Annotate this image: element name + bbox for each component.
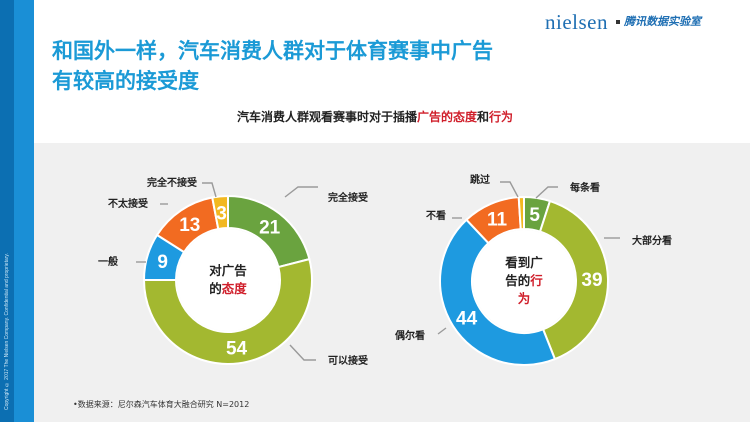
donut-center xyxy=(473,230,575,332)
donut-center-label-part: 看到广 xyxy=(505,255,543,270)
page-title-line2: 有较高的接受度 xyxy=(52,69,199,93)
slice-value-label: 5 xyxy=(529,205,540,226)
donut-center-label: 对广告 xyxy=(209,263,247,278)
subtitle-part1: 汽车消费人群观看赛事时对于插播 xyxy=(236,110,417,124)
slice-category-label: 不看 xyxy=(426,209,446,222)
slice-category-label: 每条看 xyxy=(570,181,600,194)
donut-center-label-part: 态度 xyxy=(222,281,248,296)
page-title: 和国外一样，汽车消费人群对于体育赛事中广告 有较高的接受度 xyxy=(52,36,612,96)
donut-center-label: 看到广 xyxy=(505,255,543,270)
donut-center-label: 告的行 xyxy=(505,273,543,288)
donut-center-label-part: 的 xyxy=(209,281,222,296)
slice-value-label: 21 xyxy=(259,217,281,238)
subtitle-part2: 和 xyxy=(477,110,490,124)
donut-center-label-part: 为 xyxy=(518,291,531,306)
donut-center-label: 为 xyxy=(518,291,531,306)
slice-value-label: 44 xyxy=(456,308,478,329)
slice-category-label: 跳过 xyxy=(470,173,490,186)
slice-value-label: 39 xyxy=(581,270,602,291)
brand-separator xyxy=(616,20,620,24)
slice-category-label: 大部分看 xyxy=(632,234,672,247)
donut-slice xyxy=(142,257,313,365)
slice-value-label: 13 xyxy=(179,215,200,236)
subtitle-highlight1: 广告的态度 xyxy=(416,110,477,124)
slice-category-label: 可以接受 xyxy=(328,354,368,367)
donut-center xyxy=(177,229,279,331)
slice-category-label: 完全不接受 xyxy=(147,176,197,189)
callout-line xyxy=(500,181,519,198)
donut-slice xyxy=(538,199,609,361)
chart-subtitle: 汽车消费人群观看赛事时对于插播广告的态度和行为 xyxy=(0,108,750,125)
donut-center-label: 的态度 xyxy=(209,281,247,296)
donut-center-label-part: 对广告 xyxy=(209,263,247,278)
left-accent-strip-dark xyxy=(0,0,14,422)
slice-value-label: 9 xyxy=(157,252,168,273)
callout-line xyxy=(202,182,217,198)
slice-value-label: 3 xyxy=(216,203,227,224)
donut-center-label-part: 行 xyxy=(529,273,543,288)
slice-value-label: 11 xyxy=(487,210,508,231)
brand-subtitle: 腾讯数据实验室 xyxy=(624,15,701,28)
donut-slice xyxy=(517,195,525,231)
donut-center-label-part: 告的 xyxy=(505,273,530,288)
callout-line xyxy=(289,344,316,361)
subtitle-highlight2: 行为 xyxy=(489,110,514,124)
page-title-line1: 和国外一样，汽车消费人群对于体育赛事中广告 xyxy=(52,39,493,63)
donut-slice xyxy=(211,194,229,231)
callout-line xyxy=(535,186,558,199)
slice-category-label: 偶尔看 xyxy=(394,329,425,342)
brand-logo: nielsen xyxy=(545,10,608,34)
slice-category-label: 一般 xyxy=(98,255,118,268)
data-source-note: •数据来源：尼尔森汽车体育大融合研究 N=2012 xyxy=(73,400,250,409)
callout-line xyxy=(284,186,318,198)
slice-value-label: 54 xyxy=(226,338,248,359)
slice-category-label: 不太接受 xyxy=(108,197,148,210)
donut-slice xyxy=(439,218,557,366)
callout-line xyxy=(437,327,447,335)
slice-category-label: 完全接受 xyxy=(328,191,368,204)
